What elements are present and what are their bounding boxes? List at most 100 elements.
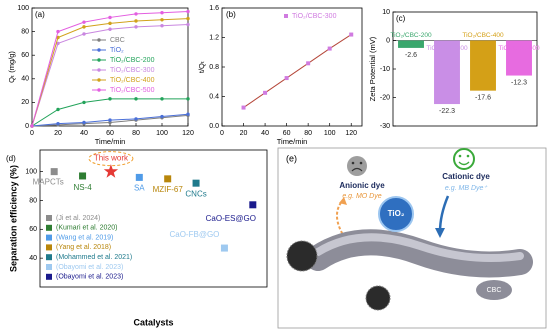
category-label: TiO₂/CBC-500: [498, 45, 540, 52]
panel-label: (d): [6, 154, 16, 163]
data-point: [56, 107, 60, 112]
legend-label: (Ji et al. 2024): [56, 215, 100, 222]
diagram: (e) Anionic dye e.g. MO Dye Cationic dye…: [277, 147, 547, 329]
x-axis-label: Catalysts: [133, 317, 173, 327]
legend-label: (Yang et al. 2018): [56, 244, 111, 251]
data-point: [327, 46, 332, 51]
data-point: [160, 11, 164, 15]
y-tick-label: -30: [380, 123, 390, 130]
mouth: [458, 161, 470, 166]
x-tick-label: 40: [261, 130, 269, 137]
point-label: CNCs: [185, 189, 206, 198]
x-tick-label: 40: [80, 130, 88, 137]
legend-swatch: [46, 254, 52, 261]
bar: [506, 40, 532, 76]
data-point: [220, 244, 228, 252]
data-point: [263, 90, 268, 95]
y-tick-label: 0.4: [209, 93, 219, 100]
y-tick-label: 20: [21, 99, 29, 106]
data-point: [160, 24, 164, 28]
legend-label: (Wang et al. 2019): [56, 234, 113, 241]
data-point: [134, 19, 138, 23]
data-point: [134, 97, 138, 101]
x-tick-label: 20: [240, 130, 248, 137]
category-label: TiO₂/CBC-200: [390, 32, 432, 39]
x-tick-label: 0: [220, 130, 224, 137]
data-point: [186, 112, 190, 116]
legend-label: TiO₂/CBC-200: [110, 57, 155, 64]
category-label: TiO₂/CBC-400: [462, 32, 504, 39]
data-point: [186, 97, 190, 101]
y-tick-label: -10: [380, 66, 390, 73]
x-tick-label: 20: [54, 130, 62, 137]
legend-marker: [97, 88, 101, 92]
data-point: [134, 117, 138, 121]
x-tick-label: 0: [30, 130, 34, 137]
point-label: CaO-FB@GO: [169, 230, 219, 239]
value-label: -12.3: [511, 79, 527, 86]
y-tick-label: 80: [29, 197, 37, 204]
legend-marker: [97, 78, 101, 82]
x-tick-label: 60: [106, 130, 114, 137]
data-point: [108, 27, 112, 31]
x-tick-label: 100: [324, 130, 336, 137]
cationic-example: e.g. MB Dye⁺: [445, 185, 489, 192]
data-point: [108, 15, 112, 20]
y-tick-label: 1.6: [209, 5, 219, 12]
y-tick-label: -20: [380, 94, 390, 101]
carbon-sphere: [365, 285, 391, 311]
y-tick-label: 0: [25, 123, 29, 130]
x-tick-label: 80: [132, 130, 140, 137]
data-point: [82, 32, 86, 36]
y-tick-label: 1.2: [209, 34, 219, 41]
point-label: NS-4: [73, 183, 92, 192]
data-point: [186, 9, 190, 14]
legend-marker: [97, 68, 101, 72]
point-label: This work: [94, 154, 129, 163]
y-tick-label: 0.8: [209, 64, 219, 71]
sad-face: [347, 156, 367, 176]
data-point: [56, 35, 60, 40]
category-label: TiO₂/CBC-300: [426, 45, 468, 52]
data-point: [108, 97, 112, 101]
data-point: [135, 173, 143, 181]
data-point: [306, 61, 311, 66]
data-point: [160, 18, 164, 22]
data-point: [56, 29, 60, 34]
data-point: [284, 76, 289, 81]
substrate-label: CBC: [487, 287, 502, 294]
y-tick-label: 60: [29, 226, 37, 233]
data-point: [30, 124, 34, 128]
data-point: [82, 25, 86, 29]
panel-label: (c): [396, 14, 406, 23]
anionic-example: e.g. MO Dye: [342, 193, 381, 200]
mouth: [351, 167, 363, 172]
legend-swatch: [46, 234, 52, 241]
x-tick-label: 100: [156, 130, 168, 137]
fit-line: [243, 34, 352, 108]
y-tick-label: 40: [29, 255, 37, 262]
legend-swatch: [284, 14, 288, 18]
tio2-sphere: [378, 196, 414, 232]
y-tick-label: 0: [386, 37, 390, 44]
legend-label: CBC: [110, 37, 125, 44]
sphere-label: TiO₂: [388, 209, 405, 218]
data-point: [164, 175, 172, 183]
data-point: [82, 120, 86, 125]
legend-label: TiO₂/CBC-300: [110, 67, 155, 74]
panel-label: (e): [286, 153, 297, 163]
y-axis-label: t/Qₜ: [197, 61, 206, 73]
data-point: [79, 172, 87, 180]
y-tick-label: 60: [21, 52, 29, 59]
legend-swatch: [46, 224, 52, 231]
panel-label: (b): [226, 10, 236, 19]
legend-label: TiO₂: [110, 47, 124, 54]
data-point: [56, 41, 60, 46]
legend-label: TiO₂/CBC-300: [292, 13, 337, 20]
cationic-label: Cationic dye: [442, 172, 490, 181]
legend-swatch: [46, 215, 52, 221]
data-point: [134, 25, 138, 29]
legend-marker: [97, 48, 101, 52]
eye: [466, 154, 470, 158]
